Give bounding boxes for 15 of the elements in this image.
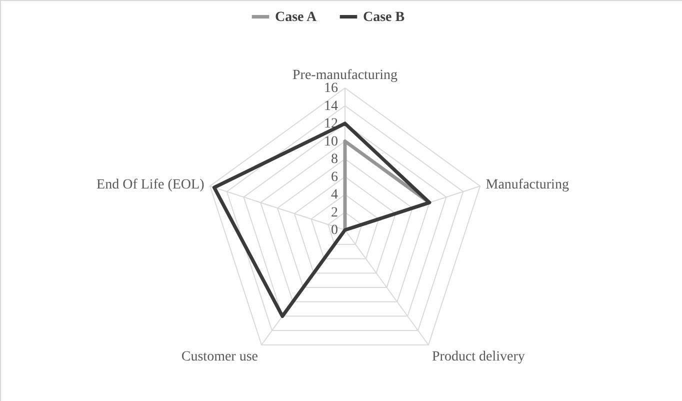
- y-tick-label: 8: [331, 152, 338, 167]
- y-tick-label: 16: [324, 81, 338, 96]
- spoke-label: Manufacturing: [486, 177, 569, 192]
- y-tick-label: 4: [331, 188, 338, 202]
- spoke-label: Pre-manufacturing: [292, 68, 398, 83]
- legend-label: Case B: [363, 10, 405, 25]
- spoke-label: Product delivery: [432, 350, 525, 365]
- spoke-label: End Of Life (EOL): [96, 177, 205, 192]
- y-tick-label: 10: [324, 134, 338, 150]
- y-tick-label: 0: [331, 223, 338, 238]
- spoke-label: Customer use: [181, 350, 258, 365]
- y-tick-label: 2: [331, 205, 338, 220]
- y-tick-label: 6: [331, 170, 338, 185]
- legend-label: Case A: [275, 10, 318, 25]
- y-tick-label: 14: [324, 98, 338, 114]
